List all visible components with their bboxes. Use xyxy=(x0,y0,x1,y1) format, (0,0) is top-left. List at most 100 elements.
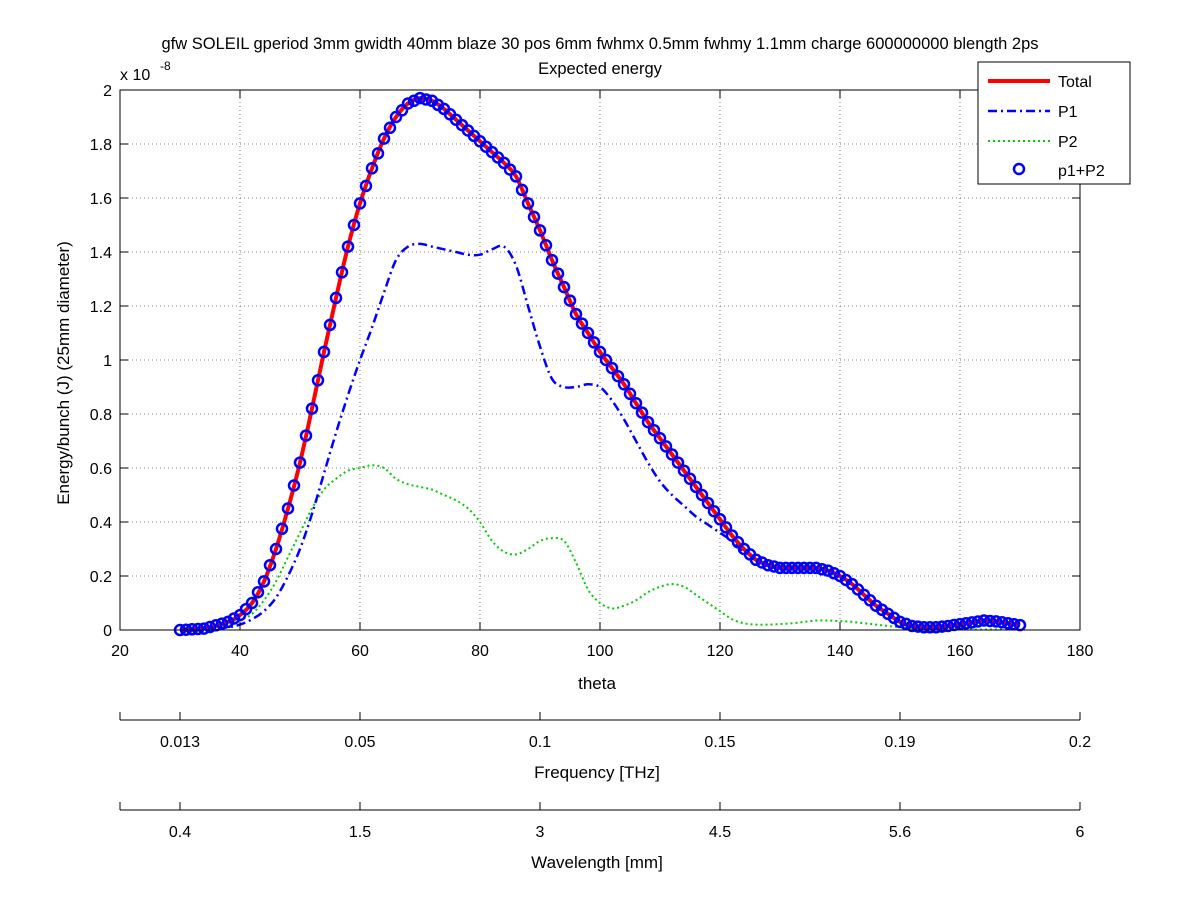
secondary-axis-tick-label: 3 xyxy=(536,824,545,841)
secondary-axis-tick-label: 0.05 xyxy=(344,734,375,751)
data-point-marker xyxy=(809,561,823,575)
data-point-marker xyxy=(893,615,907,629)
data-point-marker xyxy=(377,132,391,145)
data-point-marker xyxy=(899,617,913,631)
data-point-marker xyxy=(263,558,277,572)
secondary-axis-tick-label: 0.1 xyxy=(529,734,551,751)
x-tick-label: 160 xyxy=(947,643,974,660)
data-point-marker xyxy=(923,621,937,634)
data-point-marker xyxy=(557,280,571,294)
data-point-marker xyxy=(935,620,949,633)
y-tick-label: 1.8 xyxy=(90,137,112,154)
data-point-marker xyxy=(365,162,379,175)
y-tick-label: 0.2 xyxy=(90,569,112,586)
data-point-marker xyxy=(287,479,301,492)
data-point-marker xyxy=(341,240,355,253)
data-point-marker xyxy=(611,369,625,383)
data-point-marker xyxy=(599,353,613,367)
data-point-marker xyxy=(203,620,217,634)
data-point-marker xyxy=(329,291,343,305)
exponent-label: x 10 -8 xyxy=(120,59,171,84)
data-point-marker xyxy=(905,619,919,633)
data-point-marker xyxy=(527,210,541,224)
data-point-marker xyxy=(539,239,553,252)
frequency-axis-label: Frequency [THz] xyxy=(534,763,660,782)
data-point-marker xyxy=(335,266,349,279)
data-point-marker xyxy=(551,267,565,280)
data-point-marker xyxy=(767,560,781,573)
data-point-marker xyxy=(593,345,607,359)
secondary-axis-tick-label: 0.2 xyxy=(1069,734,1091,751)
data-point-marker xyxy=(509,170,523,183)
exponent-base: x 10 xyxy=(120,67,150,84)
data-point-marker xyxy=(791,561,805,575)
secondary-axis-tick-label: 6 xyxy=(1076,824,1085,841)
data-point-marker xyxy=(677,464,691,477)
y-tick-label: 0.8 xyxy=(90,407,112,424)
legend-label-p1p2: p1+P2 xyxy=(1058,163,1105,180)
data-point-marker xyxy=(347,218,361,232)
data-point-marker xyxy=(755,556,769,569)
data-point-marker xyxy=(977,614,991,627)
data-point-marker xyxy=(419,93,433,106)
data-point-marker xyxy=(665,448,679,461)
data-point-marker xyxy=(269,542,283,556)
data-point-marker xyxy=(281,502,295,515)
secondary-axis-tick-label: 0.013 xyxy=(160,734,200,751)
data-point-marker xyxy=(251,585,265,599)
data-point-marker xyxy=(257,575,271,588)
data-point-marker xyxy=(989,615,1003,628)
chart-title-line2: Expected energy xyxy=(538,60,663,78)
x-tick-label: 140 xyxy=(827,643,854,660)
data-point-marker xyxy=(299,429,313,442)
data-point-marker xyxy=(749,553,763,567)
y-tick-label: 1 xyxy=(103,353,112,370)
secondary-axis-tick-label: 1.5 xyxy=(349,824,371,841)
data-point-marker xyxy=(317,345,331,359)
x-tick-label: 120 xyxy=(707,643,734,660)
data-point-marker xyxy=(305,402,319,415)
data-point-marker xyxy=(515,183,529,197)
data-point-marker xyxy=(803,561,817,575)
data-point-marker xyxy=(353,197,367,210)
series-line-p1 xyxy=(179,242,1021,632)
data-point-marker xyxy=(917,621,931,634)
data-point-marker xyxy=(683,472,697,486)
exponent-power: -8 xyxy=(160,59,171,73)
wavelength-axis: 0.4 1.5 3 4.5 5.6 6 xyxy=(119,802,1085,841)
data-point-marker xyxy=(911,620,925,633)
x-tick-label: 60 xyxy=(351,643,369,660)
y-tick-label: 0.6 xyxy=(90,461,112,478)
data-point-marker xyxy=(617,378,631,391)
legend-swatch-p1p2 xyxy=(1012,162,1026,176)
data-point-marker xyxy=(1001,617,1015,630)
data-point-marker xyxy=(533,224,547,237)
data-point-marker xyxy=(629,396,643,410)
x-axis-label: theta xyxy=(578,674,616,693)
data-point-marker xyxy=(647,423,661,437)
data-point-marker xyxy=(779,561,793,575)
data-point-marker xyxy=(971,615,985,628)
secondary-axis-tick-label: 5.6 xyxy=(889,824,911,841)
data-point-marker xyxy=(761,558,775,572)
data-point-marker xyxy=(395,104,409,117)
data-point-marker xyxy=(959,617,973,630)
data-point-marker xyxy=(995,616,1009,629)
data-point-marker xyxy=(1007,617,1021,631)
data-point-marker xyxy=(713,513,727,526)
data-point-marker xyxy=(671,456,685,469)
data-point-marker xyxy=(407,94,421,108)
y-tick-label: 1.2 xyxy=(90,299,112,316)
data-point-marker xyxy=(929,621,943,634)
data-point-marker xyxy=(245,596,259,610)
y-tick-label: 1.6 xyxy=(90,191,112,208)
data-point-marker xyxy=(545,253,559,267)
data-point-marker xyxy=(575,317,589,330)
data-point-marker xyxy=(503,163,517,176)
data-point-marker xyxy=(623,387,637,401)
data-point-marker xyxy=(401,97,415,110)
data-point-marker xyxy=(773,561,787,575)
data-point-marker xyxy=(587,336,601,349)
data-point-marker xyxy=(725,529,739,542)
data-point-marker xyxy=(293,456,307,469)
